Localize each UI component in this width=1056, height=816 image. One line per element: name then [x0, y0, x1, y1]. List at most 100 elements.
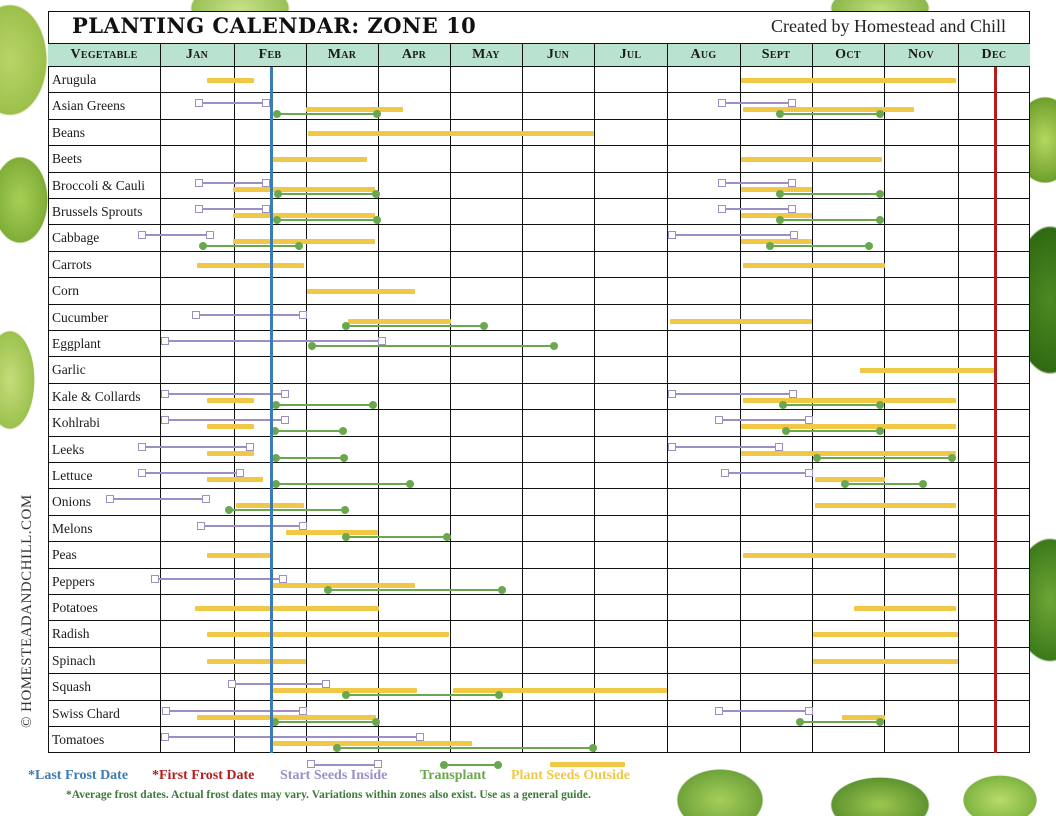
plant-outside-bar [741, 186, 812, 192]
transplant-bar [780, 192, 880, 195]
column-header-aug: Aug [690, 47, 717, 62]
transplant-marker-icon [443, 532, 451, 541]
start-inside-marker-icon [195, 205, 203, 213]
legend-first-frost: *First Frost Date [152, 768, 255, 783]
transplant-bar [275, 720, 376, 723]
month-header-row: Vegetable Jan Feb Mar Apr May Jun Jul Aug Sept Oct… [48, 43, 1030, 67]
vegetable-label: Corn [52, 283, 79, 299]
table-row: Brussels Sprouts [48, 199, 1030, 226]
grid-line [667, 43, 668, 753]
transplant-marker-icon [865, 242, 873, 251]
table-row: Beets [48, 146, 1030, 173]
transplant-marker-icon [779, 400, 787, 409]
transplant-marker-icon [948, 453, 956, 462]
transplant-bar [817, 456, 952, 459]
vegetable-label: Swiss Chard [52, 705, 120, 721]
vegetable-label: Spinach [52, 652, 96, 668]
column-header-apr: Apr [401, 47, 427, 62]
transplant-marker-icon [324, 585, 332, 594]
column-header-nov: Nov [907, 47, 934, 62]
plant-outside-bar [741, 213, 812, 218]
start-inside-marker-icon [718, 178, 726, 187]
table-row: Garlic [48, 357, 1030, 384]
column-header-mar: Mar [327, 47, 357, 62]
plant-outside-bar [813, 632, 958, 638]
plant-outside-bar [670, 318, 812, 324]
start-inside-marker-icon [281, 389, 289, 398]
transplant-bar [277, 113, 377, 116]
transplant-marker-icon [342, 691, 350, 700]
plant-outside-bar [273, 741, 472, 746]
first-frost-line [994, 67, 997, 753]
plant-outside-bar [453, 688, 667, 694]
start-inside-marker-icon [162, 706, 170, 715]
start-inside-marker-icon [192, 310, 200, 319]
transplant-marker-icon [372, 717, 380, 726]
grid-line [306, 43, 307, 753]
start-inside-marker-icon [718, 99, 726, 108]
frost-note: *Average frost dates. Actual frost dates… [66, 789, 591, 801]
table-row: Cabbage [48, 225, 1030, 252]
start-inside-marker-icon [202, 495, 210, 504]
grid-line [378, 43, 379, 753]
plant-outside-bar [813, 658, 958, 664]
table-row: Beans [48, 120, 1030, 147]
transplant-marker-icon [339, 427, 347, 436]
transplant-marker-icon [272, 480, 280, 488]
start-inside-marker-icon [279, 574, 287, 583]
start-inside-bar [196, 313, 303, 316]
vegetable-label: Peppers [52, 573, 95, 589]
start-inside-marker-icon [299, 521, 307, 530]
start-inside-marker-icon [246, 442, 254, 451]
start-inside-marker-icon [790, 231, 798, 240]
transplant-marker-icon [225, 506, 233, 515]
vegetable-label: Kohlrabi [52, 415, 100, 431]
plant-outside-bar [854, 606, 956, 611]
transplant-marker-icon [782, 427, 790, 436]
vegetable-label: Beets [52, 151, 82, 167]
vegetable-label: Kale & Collards [52, 388, 141, 404]
page-title: PLANTING CALENDAR: ZONE 10 [72, 13, 477, 38]
transplant-marker-icon [550, 342, 558, 350]
transplant-marker-icon [776, 110, 784, 119]
start-inside-bar [199, 208, 266, 210]
transplant-marker-icon [340, 453, 348, 462]
plant-outside-bar [273, 582, 415, 588]
vegetable-label: Radish [52, 626, 90, 642]
start-inside-bar [725, 472, 809, 474]
vegetable-label: Cabbage [52, 230, 100, 246]
transplant-bar [770, 245, 869, 248]
transplant-bar [346, 694, 499, 697]
vegetable-label: Garlic [52, 362, 86, 378]
table-row: Potatoes [48, 595, 1030, 622]
start-inside-marker-icon [161, 416, 169, 425]
transplant-bar [275, 430, 343, 433]
plant-outside-bar [233, 186, 375, 192]
start-inside-marker-icon [668, 442, 676, 451]
plant-outside-bar [272, 157, 367, 163]
transplant-marker-icon [495, 691, 503, 700]
plant-outside-bar [743, 553, 956, 559]
start-inside-bar [166, 709, 303, 712]
transplant-marker-icon [372, 189, 380, 198]
start-inside-marker-icon [378, 337, 386, 345]
column-header-feb: Feb [258, 47, 282, 62]
grid-line [594, 43, 595, 753]
table-row: Kale & Collards [48, 384, 1030, 411]
start-inside-marker-icon [206, 231, 214, 240]
column-header-oct: Oct [835, 47, 861, 62]
start-inside-marker-icon [668, 389, 676, 398]
transplant-marker-icon [272, 453, 280, 462]
transplant-bar [276, 403, 373, 406]
table-row: Cucumber [48, 305, 1030, 331]
plant-outside-bar [741, 78, 956, 83]
legend-transplant: Transplant [420, 768, 486, 783]
plant-outside-bar [207, 553, 270, 559]
transplant-marker-icon [813, 453, 821, 462]
copyright-sidebar: © HOMESTEADANDCHILL.COM [19, 494, 35, 728]
vegetable-label: Squash [52, 679, 92, 695]
transplant-bar [203, 245, 299, 248]
table-row: Onions [48, 489, 1030, 516]
plant-outside-bar [308, 130, 594, 136]
transplant-marker-icon [273, 110, 281, 119]
